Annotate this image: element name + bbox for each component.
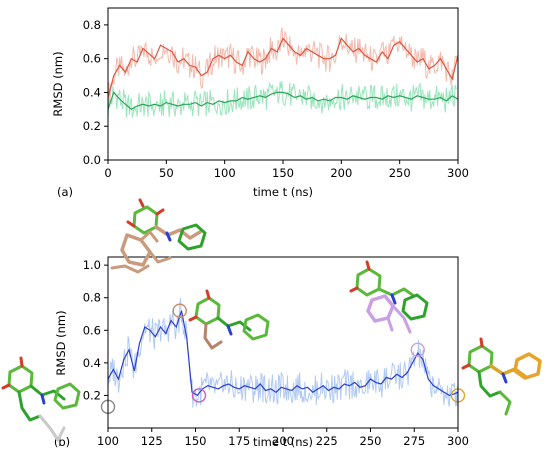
panel-a-x-axis-label: time t (ns)	[253, 185, 313, 199]
series-2-line	[107, 91, 459, 111]
panel-b-y-axis: 0.2 0.4 0.6 0.8 1.0	[83, 258, 108, 402]
molecule-structure-top	[110, 198, 207, 274]
x-tick-label: 225	[316, 434, 338, 448]
panel-b-y-axis-label: RMSD (nm)	[54, 310, 68, 375]
panel-a-label: (a)	[57, 185, 73, 199]
series-1-raw-trace	[107, 27, 458, 112]
y-tick-label: 0.8	[83, 291, 101, 305]
annotation-circle-2	[172, 303, 187, 318]
x-tick-label: 150	[185, 434, 207, 448]
y-tick-label: 0.4	[83, 85, 101, 99]
x-tick-label: 0	[104, 166, 111, 180]
panel-b-frame	[107, 256, 459, 429]
x-tick-label: 100	[214, 166, 236, 180]
annotation-circle-3	[191, 388, 207, 403]
annotation-circle-4	[410, 342, 425, 358]
x-tick-label: 175	[228, 434, 250, 448]
series-1-line	[107, 310, 459, 397]
x-tick-label: 300	[447, 434, 469, 448]
panel-b-x-axis-label: time t (ns)	[253, 435, 313, 449]
x-tick-label: 200	[330, 166, 352, 180]
panel-a-x-axis: 0 50 100 150 200 250 300	[104, 160, 469, 180]
y-tick-label: 0.2	[83, 119, 101, 133]
panel-a-y-axis-label: RMSD (nm)	[51, 51, 65, 116]
x-tick-label: 275	[403, 434, 425, 448]
y-tick-label: 0.4	[83, 356, 101, 370]
panel-b-plot-area	[100, 298, 466, 415]
x-tick-label: 200	[272, 434, 294, 448]
y-tick-label: 0.6	[83, 323, 101, 337]
series-2-raw-trace	[107, 81, 458, 119]
molecule-structure-right-lower	[461, 337, 542, 416]
panel-a-chart: 0.0 0.2 0.4 0.6 0.8 0 50 100 150 200 250 300 RMSD …	[51, 7, 469, 199]
x-tick-label: 300	[447, 166, 469, 180]
molecule-structure-right-upper	[349, 260, 429, 334]
y-tick-label: 0.2	[83, 388, 101, 402]
x-tick-label: 100	[97, 434, 119, 448]
panel-a-y-axis: 0.0 0.2 0.4 0.6 0.8	[83, 18, 108, 167]
x-tick-label: 150	[272, 166, 294, 180]
y-tick-label: 0.6	[83, 52, 101, 66]
panel-a-plot-area	[107, 27, 459, 119]
molecule-structure-left	[1, 356, 81, 442]
y-tick-label: 0.8	[83, 18, 101, 32]
panel-b-x-axis: 100 125 150 175 200 225 250 275 300	[97, 428, 469, 448]
x-tick-label: 250	[360, 434, 382, 448]
panel-a-frame	[107, 7, 459, 161]
x-tick-label: 125	[141, 434, 163, 448]
y-tick-label: 1.0	[83, 258, 101, 272]
x-tick-label: 250	[389, 166, 411, 180]
y-tick-label: 0.0	[83, 153, 101, 167]
series-1-line	[107, 37, 459, 98]
molecule-structure-middle	[188, 289, 270, 350]
panel-b-chart: 0.2 0.4 0.6 0.8 1.0 100 125 150 175 200 225 250 275…	[54, 256, 469, 449]
x-tick-label: 50	[159, 166, 174, 180]
